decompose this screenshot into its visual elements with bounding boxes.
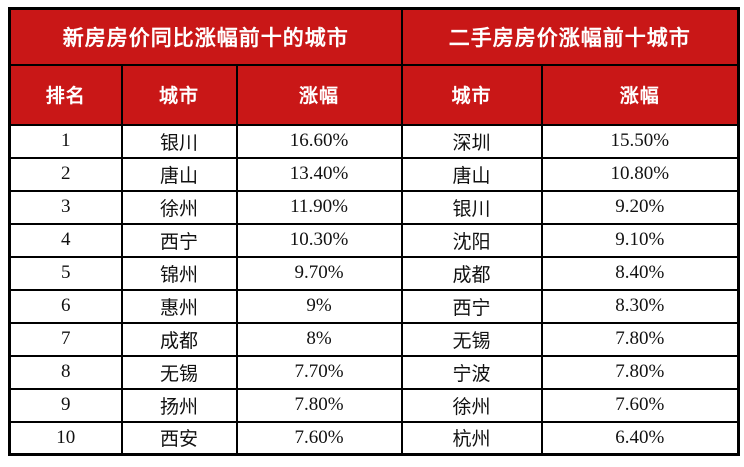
table-body: 1 银川 16.60% 深圳 15.50% 2 唐山 13.40% 唐山 10.80% 3 徐州 11.… [8, 123, 740, 456]
rise-cell: 8% [235, 321, 403, 357]
column-header-city-left: 城市 [120, 63, 238, 126]
city-cell: 锦州 [120, 255, 238, 291]
city-cell: 深圳 [400, 123, 543, 159]
rank-cell: 9 [8, 387, 123, 423]
section-title-row: 新房房价同比涨幅前十的城市 二手房房价涨幅前十城市 [8, 7, 740, 66]
table-row: 10 西安 7.60% 杭州 6.40% [8, 420, 740, 456]
table-row: 4 西宁 10.30% 沈阳 9.10% [8, 222, 740, 258]
table-row: 5 锦州 9.70% 成都 8.40% [8, 255, 740, 291]
rise-cell: 7.80% [540, 354, 740, 390]
rank-cell: 7 [8, 321, 123, 357]
rise-cell: 7.60% [540, 387, 740, 423]
city-cell: 惠州 [120, 288, 238, 324]
city-cell: 成都 [400, 255, 543, 291]
city-cell: 唐山 [400, 156, 543, 192]
rise-cell: 16.60% [235, 123, 403, 159]
table-row: 8 无锡 7.70% 宁波 7.80% [8, 354, 740, 390]
rise-cell: 15.50% [540, 123, 740, 159]
table-row: 3 徐州 11.90% 银川 9.20% [8, 189, 740, 225]
table-row: 2 唐山 13.40% 唐山 10.80% [8, 156, 740, 192]
rank-cell: 3 [8, 189, 123, 225]
city-cell: 西宁 [400, 288, 543, 324]
rise-cell: 7.80% [540, 321, 740, 357]
city-cell: 徐州 [400, 387, 543, 423]
city-cell: 沈阳 [400, 222, 543, 258]
rise-cell: 11.90% [235, 189, 403, 225]
city-cell: 徐州 [120, 189, 238, 225]
city-cell: 无锡 [120, 354, 238, 390]
section-title-new-homes: 新房房价同比涨幅前十的城市 [8, 7, 403, 66]
rise-cell: 13.40% [235, 156, 403, 192]
city-cell: 银川 [400, 189, 543, 225]
rise-cell: 10.80% [540, 156, 740, 192]
rise-cell: 8.40% [540, 255, 740, 291]
city-cell: 扬州 [120, 387, 238, 423]
rank-cell: 10 [8, 420, 123, 456]
rank-cell: 1 [8, 123, 123, 159]
city-cell: 西安 [120, 420, 238, 456]
rank-cell: 6 [8, 288, 123, 324]
rise-cell: 8.30% [540, 288, 740, 324]
rise-cell: 9.10% [540, 222, 740, 258]
rise-cell: 7.60% [235, 420, 403, 456]
table-row: 6 惠州 9% 西宁 8.30% [8, 288, 740, 324]
city-cell: 无锡 [400, 321, 543, 357]
table-row: 7 成都 8% 无锡 7.80% [8, 321, 740, 357]
city-cell: 成都 [120, 321, 238, 357]
rise-cell: 10.30% [235, 222, 403, 258]
rank-cell: 5 [8, 255, 123, 291]
column-header-rise-left: 涨幅 [235, 63, 403, 126]
column-header-rank: 排名 [8, 63, 123, 126]
rise-cell: 7.70% [235, 354, 403, 390]
section-title-secondhand-homes: 二手房房价涨幅前十城市 [400, 7, 740, 66]
table-row: 1 银川 16.60% 深圳 15.50% [8, 123, 740, 159]
rise-cell: 7.80% [235, 387, 403, 423]
city-cell: 银川 [120, 123, 238, 159]
city-cell: 唐山 [120, 156, 238, 192]
column-header-rise-right: 涨幅 [540, 63, 740, 126]
column-header-city-right: 城市 [400, 63, 543, 126]
housing-price-table: 新房房价同比涨幅前十的城市 二手房房价涨幅前十城市 排名 城市 涨幅 城市 涨幅… [8, 7, 741, 456]
rank-cell: 4 [8, 222, 123, 258]
rank-cell: 8 [8, 354, 123, 390]
city-cell: 杭州 [400, 420, 543, 456]
rise-cell: 9.20% [540, 189, 740, 225]
rank-cell: 2 [8, 156, 123, 192]
column-header-row: 排名 城市 涨幅 城市 涨幅 [8, 63, 740, 126]
rise-cell: 6.40% [540, 420, 740, 456]
city-cell: 宁波 [400, 354, 543, 390]
rise-cell: 9.70% [235, 255, 403, 291]
table-row: 9 扬州 7.80% 徐州 7.60% [8, 387, 740, 423]
rise-cell: 9% [235, 288, 403, 324]
city-cell: 西宁 [120, 222, 238, 258]
